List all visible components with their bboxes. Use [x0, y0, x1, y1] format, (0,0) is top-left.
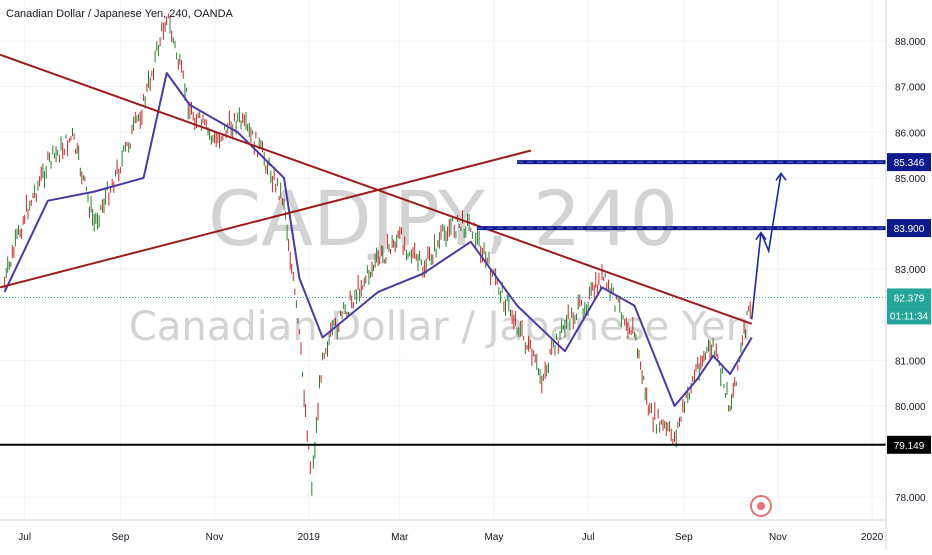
price-label-badge: [887, 435, 931, 454]
watermark-ticker: CADJPY, 240: [208, 174, 678, 263]
time-axis-tick-label: Nov: [206, 532, 224, 543]
price-label-text: 85.346: [894, 158, 925, 169]
moving-average-line: [3, 72, 753, 407]
time-axis-tick-label: May: [484, 532, 503, 543]
price-axis-tick-label: 81.000: [895, 356, 926, 367]
projection-arrow[interactable]: [750, 173, 782, 320]
price-bars: [4, 13, 751, 496]
price-axis-tick-label: 85.000: [895, 174, 926, 185]
countdown-text: 01:11:34: [890, 311, 929, 322]
time-axis[interactable]: Jul Sep Nov 2019 Mar May Jul Sep Nov 2020: [0, 519, 886, 543]
time-axis-tick-label: Sep: [111, 532, 129, 543]
time-axis-tick-label: Nov: [769, 532, 787, 543]
grid-lines: [0, 0, 886, 520]
price-axis-tick-label: 83.000: [895, 265, 926, 276]
arrowhead: [755, 231, 767, 241]
time-axis-tick-label: Sep: [675, 532, 693, 543]
watermark-name: Canadian Dollar / Japanese Yen: [129, 304, 751, 350]
brand-logo: [750, 495, 772, 517]
price-label-badge: [887, 288, 931, 307]
countdown-badge: [887, 306, 931, 325]
price-label-text: 83.900: [894, 224, 925, 235]
price-label-text: 79.149: [894, 441, 925, 452]
price-label-badge: [887, 153, 931, 172]
price-axis-tick-label: 80.000: [895, 402, 926, 413]
trendline[interactable]: [0, 53, 753, 325]
price-axis-tick-label: 87.000: [895, 83, 926, 94]
time-axis-tick-label: 2019: [298, 532, 321, 543]
symbol-title: Canadian Dollar / Japanese Yen, 240, OAN…: [6, 8, 233, 20]
time-axis-tick-label: Mar: [391, 532, 409, 543]
trendline[interactable]: [0, 149, 532, 289]
time-axis-tick-label: Jul: [18, 532, 31, 543]
price-label-badge: [887, 219, 931, 238]
time-axis-tick-label: 2020: [861, 532, 884, 543]
price-axis-tick-label: 86.000: [895, 128, 926, 139]
drawing-layer: [0, 53, 886, 446]
price-axis[interactable]: 88.000 87.000 86.000 85.000 83.000 81.000 80.0…: [885, 0, 931, 550]
price-axis-tick-label: 78.000: [895, 493, 926, 504]
price-label-text: 82.379: [894, 293, 925, 304]
time-axis-tick-label: Jul: [582, 532, 595, 543]
price-axis-tick-label: 88.000: [895, 37, 926, 48]
brand-logo-core-icon: [757, 502, 765, 510]
series-layer: [0, 13, 886, 496]
arrowhead: [775, 171, 787, 181]
